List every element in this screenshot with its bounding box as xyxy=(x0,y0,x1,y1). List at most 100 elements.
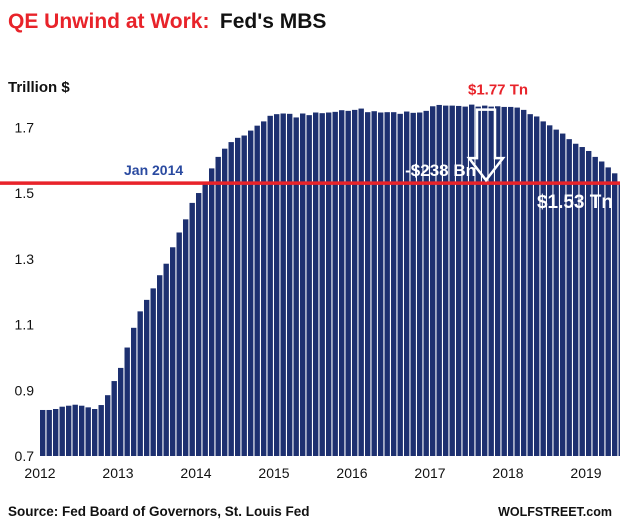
bar xyxy=(417,112,423,456)
chart-title-black-part: Fed's MBS xyxy=(220,10,327,33)
bar xyxy=(475,106,481,456)
bar xyxy=(397,113,403,456)
x-tick-label: 2015 xyxy=(258,465,289,481)
bar xyxy=(443,105,449,457)
bar xyxy=(612,173,618,456)
bar xyxy=(540,121,546,456)
bar xyxy=(261,121,267,456)
bar xyxy=(456,105,462,456)
bar xyxy=(215,156,221,456)
bar xyxy=(410,112,416,456)
y-tick-labels: 0.7 0.9 1.1 1.3 1.5 1.7 xyxy=(15,119,35,464)
x-tick-label: 2012 xyxy=(24,465,55,481)
bar xyxy=(599,161,605,457)
y-tick-label: 0.9 xyxy=(15,382,35,398)
peak-value-annotation: $1.77 Tn xyxy=(468,82,528,99)
bar xyxy=(365,112,371,457)
bar xyxy=(449,105,455,457)
x-tick-label: 2013 xyxy=(102,465,133,481)
chart-title: QE Unwind at Work: Fed's MBS xyxy=(8,10,326,33)
bar xyxy=(534,116,540,457)
x-tick-label: 2019 xyxy=(570,465,601,481)
bar xyxy=(352,109,358,456)
decline-annotation: -$238 Bn xyxy=(405,161,476,180)
bar xyxy=(566,139,572,456)
bar xyxy=(267,115,273,457)
bar xyxy=(514,107,520,456)
bar xyxy=(157,275,163,456)
bar xyxy=(521,109,527,456)
bar xyxy=(371,111,377,456)
bar xyxy=(111,381,117,456)
bar xyxy=(313,112,319,456)
bar xyxy=(306,115,312,456)
latest-value-annotation: $1.53 Tn xyxy=(537,192,613,213)
x-tick-label: 2014 xyxy=(180,465,211,481)
bar xyxy=(319,113,325,457)
bar xyxy=(391,112,397,457)
bar xyxy=(105,395,111,456)
bar xyxy=(495,106,501,457)
bar xyxy=(326,112,332,456)
bar xyxy=(241,135,247,456)
bar xyxy=(40,409,46,456)
bar xyxy=(332,111,338,457)
bar xyxy=(196,193,202,457)
bar xyxy=(469,104,475,457)
bar xyxy=(592,156,598,456)
bar xyxy=(150,288,156,456)
chart-title-red-part: QE Unwind at Work: xyxy=(8,10,209,33)
bar-series xyxy=(40,104,620,457)
x-tick-labels: 2012 2013 2014 2015 2016 2017 2018 2019 xyxy=(24,465,601,481)
bar xyxy=(254,125,260,456)
bar xyxy=(228,142,234,456)
bar xyxy=(384,112,390,457)
y-tick-label: 1.1 xyxy=(15,317,35,333)
bar xyxy=(170,247,176,456)
bar xyxy=(189,202,195,456)
bar xyxy=(287,113,293,456)
bar xyxy=(618,181,620,457)
y-axis-label: Trillion $ xyxy=(8,79,70,96)
down-arrow-icon xyxy=(466,108,506,183)
bar xyxy=(423,110,429,457)
bar xyxy=(124,347,130,456)
bar xyxy=(46,409,52,456)
bar xyxy=(436,104,442,456)
bar xyxy=(586,150,592,456)
bar xyxy=(501,106,507,457)
y-tick-label: 1.5 xyxy=(15,185,35,201)
bar xyxy=(339,110,345,457)
bar xyxy=(404,111,410,456)
bar xyxy=(72,404,78,456)
bar xyxy=(293,117,299,456)
bar xyxy=(573,143,579,457)
bar xyxy=(176,232,182,456)
bar xyxy=(248,130,254,456)
bar xyxy=(488,106,494,456)
bar xyxy=(605,167,611,456)
y-tick-label: 1.7 xyxy=(15,119,35,135)
bar xyxy=(547,125,553,456)
bar xyxy=(274,114,280,456)
bar xyxy=(553,129,559,457)
wolfstreet-logo: WOLFSTREET.com xyxy=(498,505,612,519)
bar xyxy=(482,105,488,457)
reference-line-label: Jan 2014 xyxy=(124,162,183,178)
bar xyxy=(98,405,104,456)
bar xyxy=(163,263,169,456)
bar xyxy=(527,114,533,456)
bar xyxy=(66,405,72,456)
bar xyxy=(118,367,124,456)
bar xyxy=(430,106,436,457)
bar xyxy=(202,181,208,457)
bar xyxy=(462,106,468,456)
x-tick-label: 2017 xyxy=(414,465,445,481)
bar xyxy=(79,405,85,456)
bar xyxy=(131,327,137,456)
bar xyxy=(358,108,364,456)
bar xyxy=(579,147,585,456)
y-tick-label: 0.7 xyxy=(15,448,35,464)
y-tick-label: 1.3 xyxy=(15,251,35,267)
x-tick-label: 2018 xyxy=(492,465,523,481)
